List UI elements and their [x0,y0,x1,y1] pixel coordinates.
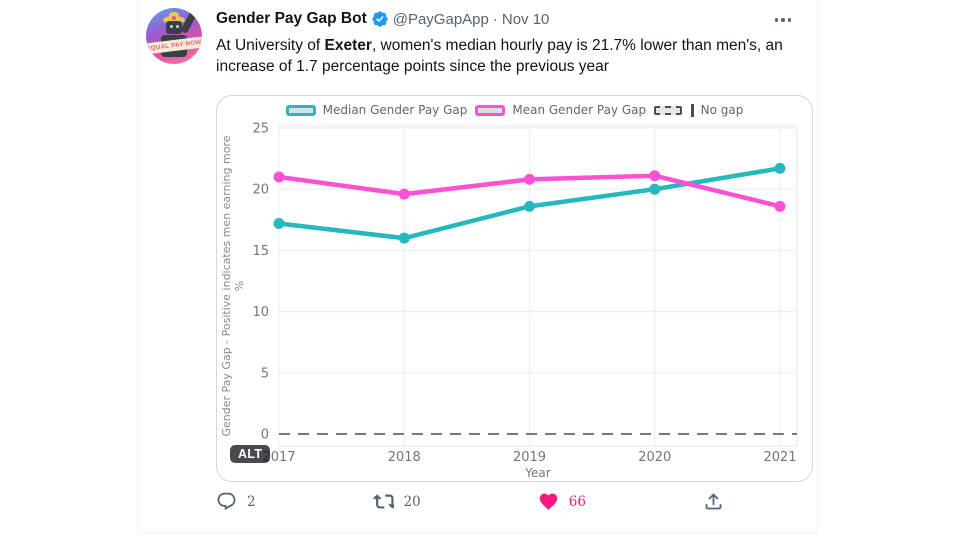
svg-text:2020: 2020 [638,450,671,465]
avatar-robot-head [166,21,182,34]
svg-text:25: 25 [252,122,269,137]
legend-item-mean: Mean Gender Pay Gap [475,103,646,117]
avatar-robot-eye [170,25,173,28]
like-count: 66 [568,493,586,510]
retweet-button[interactable]: 20 [372,491,421,512]
median-swatch-icon [285,104,316,116]
svg-text:15: 15 [252,244,269,259]
y-axis-title: Gender Pay Gap - Positive indicates men … [220,135,246,437]
tweet-text: At University of Exeter, women's median … [216,37,783,75]
svg-text:2019: 2019 [513,450,546,465]
author-handle[interactable]: @PayGapApp [392,10,489,28]
legend-label-mean: Mean Gender Pay Gap [512,103,647,117]
retweet-icon [372,494,394,509]
share-icon [705,493,722,510]
avatar-hat-brim [163,16,185,24]
retweet-count: 20 [403,493,421,510]
nogap-endbar-icon [691,103,694,117]
legend-label-median: Median Gender Pay Gap [322,103,468,117]
svg-text:2018: 2018 [388,450,421,465]
pay-gap-line-chart: 0 5 10 15 20 25 2017 2018 2019 2020 2021 Year [252,122,798,480]
svg-text:0: 0 [261,428,269,443]
avatar[interactable]: EQUAL PAY NOW [146,8,202,64]
like-button[interactable]: 66 [538,491,586,512]
share-button[interactable] [703,491,724,512]
avatar-robot-eye [176,25,179,28]
avatar-hat-flower [172,16,176,20]
verified-badge-icon [371,10,389,28]
legend-label-nogap: No gap [700,103,744,117]
heart-icon [539,493,558,510]
tweet-header: Gender Pay Gap Bot @PayGapApp · Nov 10 [216,10,549,28]
alt-badge[interactable]: ALT [230,445,271,463]
tweet-date[interactable]: Nov 10 [501,10,550,28]
svg-text:10: 10 [252,305,269,320]
legend-item-median: Median Gender Pay Gap [285,103,468,117]
legend-item-nogap: No gap [654,103,743,117]
reply-icon [217,492,236,510]
svg-text:20: 20 [252,183,269,198]
tweet-container: EQUAL PAY NOW Gender Pay Gap Bot @PayGap… [137,0,818,533]
meta-separator: · [492,10,498,28]
chart-legend: Median Gender Pay Gap Mean Gender Pay Ga… [217,103,812,117]
svg-text:2021: 2021 [763,450,796,465]
nogap-swatch-icon [654,105,683,115]
tweet-action-bar: 2 20 66 [216,491,724,512]
svg-text:Year: Year [524,466,550,480]
reply-count: 2 [247,493,256,510]
svg-text:2017: 2017 [262,450,295,465]
svg-text:5: 5 [261,366,269,381]
author-name[interactable]: Gender Pay Gap Bot [216,10,367,27]
avatar-hat [169,12,179,19]
more-options-icon[interactable] [766,10,800,30]
mean-swatch-icon [475,104,506,116]
chart-image-card[interactable]: Median Gender Pay Gap Mean Gender Pay Ga… [216,95,813,482]
tweet-text-bold: Exeter [324,37,372,54]
reply-button[interactable]: 2 [216,491,256,512]
